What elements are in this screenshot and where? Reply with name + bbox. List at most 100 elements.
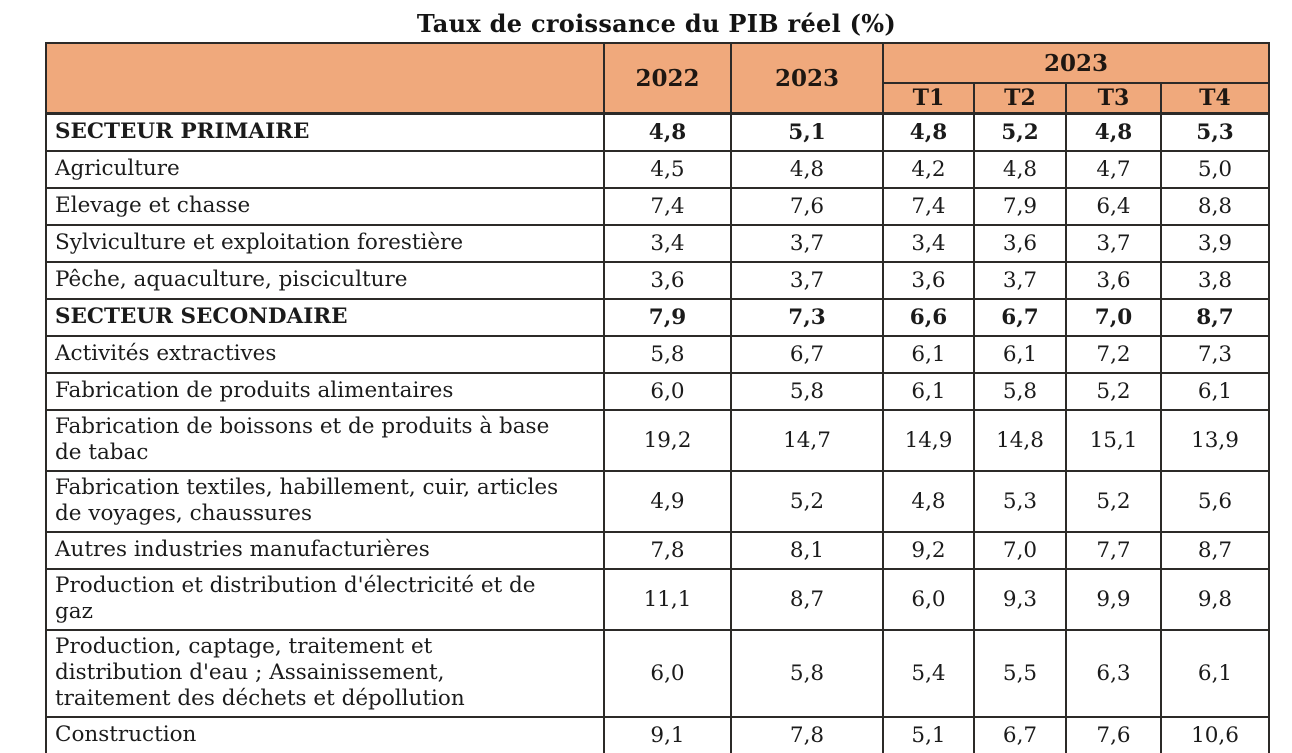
value-cell: 15,1 — [1065, 408, 1162, 472]
row-label: Elevage et chasse — [45, 186, 605, 226]
value-cell: 14,7 — [730, 408, 884, 472]
row-label: Production, captage, traitement et distr… — [45, 628, 605, 718]
table-row: Fabrication de boissons et de produits à… — [45, 408, 1271, 472]
value-cell: 5,5 — [973, 628, 1067, 718]
value-cell: 3,7 — [730, 260, 884, 300]
value-cell: 4,8 — [1065, 112, 1162, 152]
value-cell: 11,1 — [603, 567, 732, 631]
value-cell: 5,8 — [603, 334, 732, 374]
value-cell: 7,0 — [973, 530, 1067, 570]
value-cell: 8,1 — [730, 530, 884, 570]
section-row: SECTEUR PRIMAIRE 4,8 5,1 4,8 5,2 4,8 5,3 — [45, 112, 1271, 152]
row-label: Construction — [45, 715, 605, 753]
row-label: Pêche, aquaculture, pisciculture — [45, 260, 605, 300]
table-row: Fabrication de produits alimentaires 6,0 5… — [45, 371, 1271, 411]
table-row: Activités extractives 5,8 6,7 6,1 6,1 7,2 7,3 — [45, 334, 1271, 374]
value-cell: 6,1 — [882, 371, 975, 411]
value-cell: 4,8 — [603, 112, 732, 152]
header-quarter-t3: T3 — [1065, 82, 1162, 115]
header-empty-cell — [45, 42, 605, 115]
value-cell: 5,8 — [730, 371, 884, 411]
value-cell: 5,2 — [730, 469, 884, 533]
value-cell: 8,7 — [730, 567, 884, 631]
row-label: SECTEUR PRIMAIRE — [45, 112, 605, 152]
value-cell: 4,8 — [973, 149, 1067, 189]
section-row: SECTEUR SECONDAIRE 7,9 7,3 6,6 6,7 7,0 8,7 — [45, 297, 1271, 337]
table-row: Autres industries manufacturières 7,8 8,1 9… — [45, 530, 1271, 570]
value-cell: 5,4 — [882, 628, 975, 718]
value-cell: 5,2 — [1065, 469, 1162, 533]
value-cell: 19,2 — [603, 408, 732, 472]
header-row-quarters: T1 T2 T3 T4 — [46, 82, 1271, 115]
value-cell: 6,7 — [973, 715, 1067, 753]
row-label: Agriculture — [45, 149, 605, 189]
table-body: SECTEUR PRIMAIRE 4,8 5,1 4,8 5,2 4,8 5,3 Agricu… — [45, 112, 1271, 753]
header-year-2022: 2022 — [603, 42, 732, 115]
row-label: Fabrication de boissons et de produits à… — [45, 408, 605, 472]
value-cell: 3,9 — [1159, 223, 1271, 263]
value-cell: 6,1 — [973, 334, 1067, 374]
header-quarter-t4: T4 — [1159, 82, 1271, 115]
value-cell: 9,1 — [603, 715, 732, 753]
value-cell: 7,0 — [1065, 297, 1162, 337]
value-cell: 6,1 — [882, 334, 975, 374]
value-cell: 3,7 — [973, 260, 1067, 300]
value-cell: 3,8 — [1159, 260, 1271, 300]
table-row: Production, captage, traitement et distr… — [45, 628, 1271, 718]
table-header: 2022 2023 2023 T1 T2 T3 T4 — [45, 42, 1271, 115]
table-title: Taux de croissance du PIB réel (%) — [416, 9, 897, 38]
value-cell: 3,4 — [882, 223, 975, 263]
value-cell: 9,9 — [1065, 567, 1162, 631]
value-cell: 6,6 — [882, 297, 975, 337]
table-row: Construction 9,1 7,8 5,1 6,7 7,6 10,6 — [45, 715, 1271, 753]
value-cell: 5,8 — [973, 371, 1067, 411]
value-cell: 6,7 — [973, 297, 1067, 337]
header-row-top: 2022 2023 2023 — [45, 42, 1271, 115]
value-cell: 4,8 — [730, 149, 884, 189]
value-cell: 4,7 — [1065, 149, 1162, 189]
value-cell: 6,3 — [1065, 628, 1162, 718]
value-cell: 7,9 — [603, 297, 732, 337]
value-cell: 9,3 — [973, 567, 1067, 631]
value-cell: 5,8 — [730, 628, 884, 718]
table-row: Agriculture 4,5 4,8 4,2 4,8 4,7 5,0 — [45, 149, 1271, 189]
table-row: Production et distribution d'électricité… — [45, 567, 1271, 631]
value-cell: 6,0 — [603, 371, 732, 411]
value-cell: 8,7 — [1159, 530, 1271, 570]
value-cell: 9,8 — [1159, 567, 1271, 631]
value-cell: 7,2 — [1065, 334, 1162, 374]
value-cell: 6,1 — [1159, 371, 1271, 411]
value-cell: 3,6 — [603, 260, 732, 300]
value-cell: 4,8 — [882, 469, 975, 533]
row-label: Fabrication textiles, habillement, cuir,… — [45, 469, 605, 533]
row-label: Autres industries manufacturières — [45, 530, 605, 570]
value-cell: 8,7 — [1159, 297, 1271, 337]
row-label: Sylviculture et exploitation forestière — [45, 223, 605, 263]
value-cell: 7,8 — [730, 715, 884, 753]
value-cell: 7,3 — [1159, 334, 1271, 374]
value-cell: 5,2 — [1065, 371, 1162, 411]
table-row: Elevage et chasse 7,4 7,6 7,4 7,9 6,4 8,8 — [45, 186, 1271, 226]
row-label: Production et distribution d'électricité… — [45, 567, 605, 631]
value-cell: 7,4 — [603, 186, 732, 226]
table-row: Sylviculture et exploitation forestière 3… — [45, 223, 1271, 263]
value-cell: 9,2 — [882, 530, 975, 570]
table-row: Fabrication textiles, habillement, cuir,… — [45, 469, 1271, 533]
value-cell: 14,8 — [973, 408, 1067, 472]
value-cell: 3,6 — [973, 223, 1067, 263]
row-label: Activités extractives — [45, 334, 605, 374]
value-cell: 7,6 — [1065, 715, 1162, 753]
value-cell: 13,9 — [1159, 408, 1271, 472]
value-cell: 5,2 — [973, 112, 1067, 152]
value-cell: 7,6 — [730, 186, 884, 226]
header-quarter-t1: T1 — [882, 82, 975, 115]
value-cell: 3,4 — [603, 223, 732, 263]
value-cell: 3,7 — [1065, 223, 1162, 263]
value-cell: 3,7 — [730, 223, 884, 263]
value-cell: 7,7 — [1065, 530, 1162, 570]
value-cell: 3,6 — [1065, 260, 1162, 300]
value-cell: 4,5 — [603, 149, 732, 189]
value-cell: 6,7 — [730, 334, 884, 374]
value-cell: 4,9 — [603, 469, 732, 533]
